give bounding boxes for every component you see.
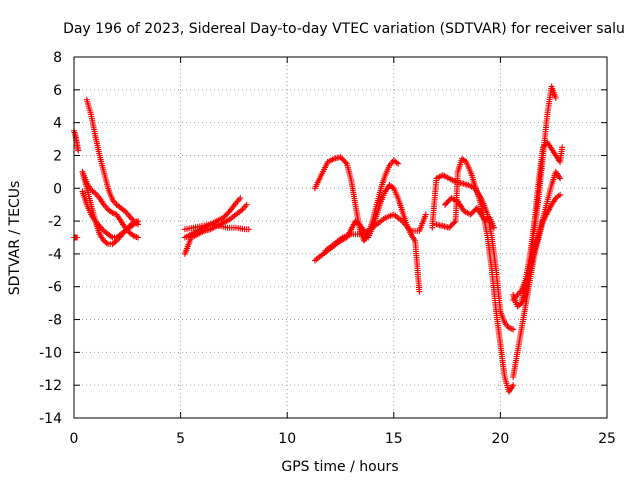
series-arc-12 bbox=[322, 211, 429, 254]
series-markers bbox=[83, 96, 141, 228]
series-arc-15 bbox=[442, 195, 497, 231]
series-markers bbox=[510, 139, 566, 303]
series-arc-6 bbox=[79, 188, 141, 241]
series-markers bbox=[442, 195, 497, 231]
x-tick-label: 25 bbox=[598, 431, 616, 447]
x-tick-label: 20 bbox=[491, 431, 509, 447]
chart-title: Day 196 of 2023, Sidereal Day-to-day VTE… bbox=[63, 21, 625, 37]
x-tick-label: 0 bbox=[70, 431, 79, 447]
y-tick-label: -14 bbox=[39, 411, 62, 427]
y-tick-label: 0 bbox=[53, 181, 62, 197]
series-arc-19 bbox=[518, 168, 564, 303]
y-tick-label: 4 bbox=[53, 116, 62, 132]
y-tick-label: 2 bbox=[53, 148, 62, 164]
y-tick-label: -8 bbox=[48, 313, 62, 329]
series-markers bbox=[518, 168, 564, 303]
series-arc-5 bbox=[79, 168, 141, 241]
y-tick-label: -10 bbox=[39, 345, 62, 361]
x-axis-label: GPS time / hours bbox=[281, 459, 398, 475]
series-arc-18 bbox=[510, 139, 566, 303]
data-layer bbox=[71, 83, 566, 395]
series-markers bbox=[79, 168, 141, 241]
series-arc-9 bbox=[181, 221, 252, 233]
series-arc-3 bbox=[83, 96, 141, 228]
x-tick-label: 5 bbox=[176, 431, 185, 447]
y-tick-label: 6 bbox=[53, 83, 62, 99]
series-markers bbox=[79, 188, 141, 241]
y-tick-label: 8 bbox=[53, 50, 62, 66]
y-tick-label: -4 bbox=[48, 247, 62, 263]
x-tick-label: 10 bbox=[278, 431, 296, 447]
y-tick-label: -12 bbox=[39, 378, 62, 394]
ticks: -14 -12 -10 -8 -6 -4 -2 0 2 4 6 8 0 5 10 15 20 25 bbox=[39, 50, 616, 447]
plot-frame bbox=[73, 56, 608, 419]
x-tick-label: 15 bbox=[385, 431, 403, 447]
y-tick-label: -6 bbox=[48, 280, 62, 296]
y-tick-label: -2 bbox=[48, 214, 62, 230]
series-markers bbox=[322, 211, 429, 254]
series-markers bbox=[181, 221, 252, 233]
y-axis-label: SDTVAR / TECUs bbox=[7, 181, 23, 296]
